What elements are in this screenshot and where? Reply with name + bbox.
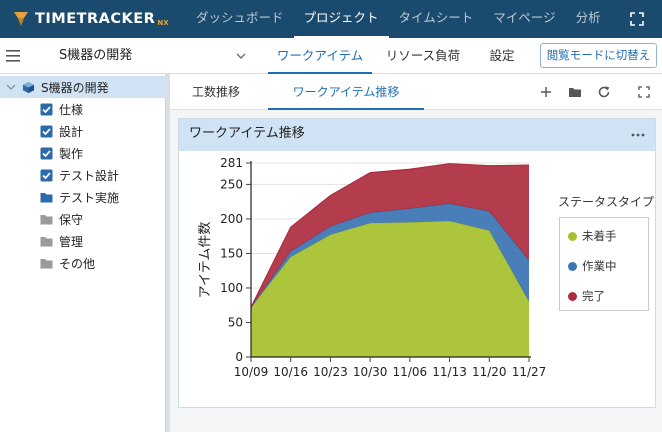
y-tick-label: 0 bbox=[235, 350, 243, 364]
y-tick-label: 150 bbox=[220, 246, 243, 260]
folder-gray-icon[interactable] bbox=[40, 257, 53, 270]
folder-icon[interactable] bbox=[568, 85, 582, 99]
tree-item[interactable]: 仕様 bbox=[40, 98, 83, 120]
app-logo[interactable]: TIMETRACKER NX bbox=[12, 9, 169, 29]
area-series-edge-2 bbox=[250, 163, 530, 308]
chart-svg: 0 50 100 150 200 250 281 10/09 10/16 10/23 10/30 11… bbox=[198, 156, 547, 379]
hamburger-menu-icon[interactable] bbox=[6, 50, 20, 62]
panel-title: ワークアイテム推移 bbox=[189, 126, 305, 141]
x-tick-label: 11/27 bbox=[512, 365, 547, 379]
main-content: 工数推移 ワークアイテム推移 ワークアイテム推移 0 50 100 150 200 250 2… bbox=[170, 74, 662, 432]
nav-item-4[interactable]: 分析 bbox=[575, 10, 601, 25]
tree-item-label: 仕様 bbox=[59, 102, 84, 117]
top-navigation-bar: TIMETRACKER NX ダッシュボード プロジェクト タイムシート マイページ 分… bbox=[0, 0, 662, 38]
checkbox-checked-icon[interactable] bbox=[40, 125, 53, 138]
tree-item-label: その他 bbox=[59, 256, 96, 271]
project-tab-0[interactable]: ワークアイテム bbox=[268, 38, 372, 74]
project-header-bar: S機器の開発 ワークアイテム リソース負荷 設定 閲覧モードに切替え bbox=[0, 38, 662, 74]
x-tick-label: 10/09 bbox=[234, 365, 269, 379]
checkbox-checked-icon[interactable] bbox=[40, 147, 53, 160]
logo-suffix: NX bbox=[157, 18, 169, 27]
tree-item[interactable]: その他 bbox=[40, 252, 95, 274]
legend-swatch bbox=[568, 261, 577, 271]
y-tick-label: 281 bbox=[220, 156, 243, 170]
y-tick-label: 250 bbox=[220, 177, 243, 191]
project-tab-1[interactable]: リソース負荷 bbox=[385, 48, 461, 63]
tree-item[interactable]: 保守 bbox=[40, 208, 83, 230]
work-item-tree: S機器の開発 仕様設計製作テスト設計テスト実施保守管理その他 bbox=[0, 74, 166, 432]
x-tick-label: 10/30 bbox=[353, 365, 388, 379]
tree-item-label: 製作 bbox=[59, 146, 84, 161]
chevron-down-icon[interactable] bbox=[6, 82, 16, 92]
checkbox-checked-icon[interactable] bbox=[40, 169, 53, 182]
main-nav: ダッシュボード プロジェクト タイムシート マイページ 分析 bbox=[186, 0, 611, 38]
fullscreen-icon[interactable] bbox=[630, 12, 644, 26]
y-tick-label: 200 bbox=[220, 212, 243, 226]
project-cube-icon bbox=[22, 81, 35, 93]
x-tick-label: 11/20 bbox=[472, 365, 507, 379]
legend-label: 未着手 bbox=[582, 229, 617, 243]
nav-item-2[interactable]: タイムシート bbox=[398, 10, 474, 25]
y-tick-label: 50 bbox=[228, 315, 243, 329]
nav-item-3[interactable]: マイページ bbox=[493, 10, 556, 25]
refresh-icon[interactable] bbox=[597, 85, 611, 99]
x-tick-label: 10/16 bbox=[273, 365, 308, 379]
folder-blue-icon[interactable] bbox=[40, 191, 53, 204]
legend-swatch bbox=[568, 291, 577, 301]
legend-item[interactable]: 未着手 bbox=[568, 228, 617, 244]
panel-header: ワークアイテム推移 bbox=[179, 119, 655, 151]
tree-item-label: 管理 bbox=[59, 234, 84, 249]
tree-item-label: 設計 bbox=[59, 124, 84, 139]
y-tick-label: 100 bbox=[220, 281, 243, 295]
tree-root-project[interactable]: S機器の開発 bbox=[0, 76, 166, 98]
legend-label: 完了 bbox=[582, 289, 605, 303]
sidebar-splitter[interactable] bbox=[166, 74, 170, 432]
tree-item[interactable]: テスト設計 bbox=[40, 164, 119, 186]
nav-item-1[interactable]: プロジェクト bbox=[293, 0, 389, 38]
tree-item[interactable]: 管理 bbox=[40, 230, 83, 252]
chart-legend: 未着手 作業中 完了 bbox=[559, 217, 649, 311]
nav-item-0[interactable]: ダッシュボード bbox=[196, 10, 284, 25]
view-tabs: 工数推移 ワークアイテム推移 bbox=[170, 74, 662, 110]
tree-root-label: S機器の開発 bbox=[41, 80, 109, 95]
legend-swatch bbox=[568, 231, 577, 241]
legend-label: 作業中 bbox=[582, 259, 617, 273]
project-tab-2[interactable]: 設定 bbox=[489, 48, 515, 63]
area-series-0 bbox=[251, 220, 529, 357]
tree-item-label: 保守 bbox=[59, 212, 84, 227]
view-mode-button[interactable]: 閲覧モードに切替え bbox=[540, 43, 657, 68]
tree-item[interactable]: テスト実施 bbox=[40, 186, 119, 208]
tree-item[interactable]: 製作 bbox=[40, 142, 83, 164]
logo-text: TIMETRACKER bbox=[35, 11, 156, 27]
legend-item[interactable]: 作業中 bbox=[568, 258, 617, 274]
tree-item-label: テスト設計 bbox=[59, 168, 120, 183]
project-select[interactable]: S機器の開発 bbox=[59, 48, 133, 63]
more-options-icon[interactable] bbox=[631, 132, 645, 138]
area-series-2 bbox=[251, 163, 529, 308]
x-tick-label: 10/23 bbox=[313, 365, 348, 379]
view-tab-0[interactable]: 工数推移 bbox=[191, 85, 240, 99]
logo-mark-icon bbox=[14, 12, 28, 26]
x-tick-label: 11/06 bbox=[393, 365, 428, 379]
legend-item[interactable]: 完了 bbox=[568, 288, 605, 304]
tree-item[interactable]: 設計 bbox=[40, 120, 83, 142]
legend-title: ステータスタイプ bbox=[558, 195, 655, 209]
view-tab-1[interactable]: ワークアイテム推移 bbox=[268, 74, 424, 110]
x-tick-label: 11/13 bbox=[432, 365, 467, 379]
chevron-down-icon[interactable] bbox=[236, 51, 246, 61]
fullscreen-icon[interactable] bbox=[637, 85, 651, 99]
tree-item-label: テスト実施 bbox=[59, 190, 120, 205]
work-item-trend-chart: 0 50 100 150 200 250 281 10/09 10/16 10/23 10/30 11… bbox=[179, 151, 655, 407]
y-axis-label: アイテム件数 bbox=[198, 222, 213, 299]
add-icon[interactable] bbox=[539, 85, 553, 99]
folder-gray-icon[interactable] bbox=[40, 213, 53, 226]
checkbox-checked-icon[interactable] bbox=[40, 103, 53, 116]
chart-panel: ワークアイテム推移 0 50 100 150 200 250 281 10/09 10/16 10… bbox=[178, 118, 656, 408]
folder-gray-icon[interactable] bbox=[40, 235, 53, 248]
